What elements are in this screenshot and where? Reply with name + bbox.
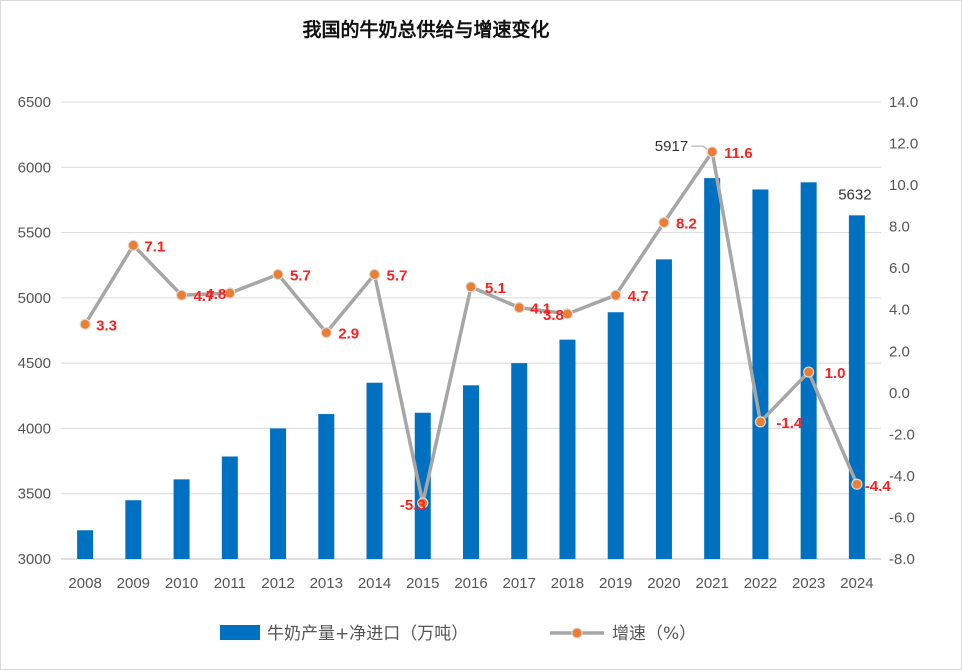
bar [270, 428, 287, 559]
y-left-tick-label: 4000 [18, 420, 51, 437]
bar [221, 456, 238, 559]
chart-title: 我国的牛奶总供给与增速变化 [302, 19, 550, 41]
x-tick-label: 2008 [68, 575, 101, 592]
y-left-tick-label: 3000 [18, 551, 51, 568]
x-tick-label: 2011 [214, 575, 246, 592]
bar [511, 363, 528, 559]
bar [77, 530, 94, 559]
growth-marker [272, 268, 284, 281]
x-tick-label: 2019 [599, 575, 632, 592]
bar [173, 479, 190, 559]
y-right-tick-label: 2.0 [889, 343, 910, 360]
growth-marker [803, 366, 815, 378]
line-data-label: 5.7 [387, 267, 408, 284]
line-data-label: -4.4 [865, 478, 892, 495]
y-right-tick-label: 12.0 [889, 136, 918, 153]
line-data-label: 4.7 [628, 288, 649, 305]
bar [414, 412, 431, 559]
x-tick-label: 2018 [551, 575, 584, 592]
growth-marker [465, 281, 477, 293]
x-tick-label: 2015 [406, 575, 439, 592]
legend-line-marker [571, 627, 583, 639]
y-left-tick-label: 6500 [18, 94, 51, 111]
growth-marker [417, 497, 429, 509]
x-tick-label: 2012 [261, 575, 294, 592]
line-data-label: 4.1 [530, 301, 551, 318]
x-tick-label: 2013 [310, 575, 343, 592]
bar [607, 312, 624, 559]
bar [848, 215, 865, 559]
y-left-tick-label: 4500 [18, 355, 51, 372]
growth-marker [224, 287, 236, 299]
growth-marker [754, 416, 767, 428]
line-data-label: 3.8 [543, 307, 564, 324]
y-right-tick-label: -6.0 [889, 509, 915, 526]
legend-bar-label: 牛奶产量+净进口（万吨） [267, 624, 468, 644]
line-data-label: 8.2 [676, 215, 697, 232]
line-data-label: 4.8 [205, 286, 226, 303]
bar [366, 382, 383, 559]
y-left-tick-label: 3500 [18, 486, 51, 503]
growth-marker [175, 289, 188, 301]
line-data-label: 7.1 [144, 238, 165, 255]
legend-line-label: 增速（%） [612, 624, 696, 644]
growth-marker [127, 239, 139, 251]
bar-data-label: 5632 [838, 186, 871, 203]
growth-marker [610, 289, 622, 301]
x-tick-label: 2010 [165, 575, 198, 592]
y-right-tick-label: -4.0 [889, 468, 915, 485]
bar [655, 259, 672, 559]
bar [704, 178, 721, 559]
growth-marker [851, 478, 863, 490]
growth-marker [320, 326, 332, 339]
bar-data-label: 5917 [655, 138, 688, 155]
x-tick-label: 2022 [744, 575, 777, 592]
y-right-tick-label: -8.0 [889, 551, 915, 568]
y-right-tick-label: -2.0 [889, 426, 915, 443]
line-data-label: -1.4 [776, 415, 803, 432]
x-tick-label: 2014 [358, 575, 391, 592]
growth-marker [706, 146, 718, 158]
y-right-tick-label: 4.0 [889, 302, 910, 319]
bar [559, 339, 576, 559]
line-data-label: 5.7 [290, 267, 311, 284]
growth-marker [513, 302, 525, 314]
bar [125, 500, 142, 559]
y-left-tick-label: 6000 [18, 159, 51, 176]
bar [318, 414, 335, 559]
y-right-tick-label: 6.0 [889, 260, 910, 277]
x-tick-label: 2016 [454, 575, 487, 592]
x-tick-label: 2009 [117, 575, 150, 592]
growth-marker [658, 216, 670, 229]
x-tick-label: 2017 [503, 575, 536, 592]
legend-bar-swatch [220, 625, 260, 640]
y-right-tick-label: 0.0 [889, 385, 910, 402]
line-data-label: 4.7 [194, 288, 215, 305]
x-tick-label: 2023 [792, 575, 825, 592]
line-data-label: 11.6 [724, 145, 752, 162]
y-right-tick-label: 8.0 [889, 219, 910, 236]
growth-marker [368, 268, 381, 281]
x-tick-label: 2021 [695, 575, 728, 592]
x-tick-label: 2020 [647, 575, 680, 592]
line-data-label: 2.9 [338, 326, 359, 343]
y-right-tick-label: 10.0 [889, 177, 918, 194]
growth-marker [561, 308, 574, 320]
growth-marker [79, 318, 91, 330]
y-right-tick-label: 14.0 [889, 94, 918, 111]
bar [752, 189, 769, 560]
y-left-tick-label: 5500 [18, 225, 51, 242]
y-left-tick-label: 5000 [18, 290, 51, 307]
x-tick-label: 2024 [840, 575, 873, 592]
bar [463, 385, 479, 559]
line-data-label: -5.3 [400, 497, 426, 514]
line-data-label: 5.1 [485, 280, 506, 297]
line-data-label: 3.3 [96, 317, 117, 334]
line-data-label: 1.0 [825, 365, 846, 382]
